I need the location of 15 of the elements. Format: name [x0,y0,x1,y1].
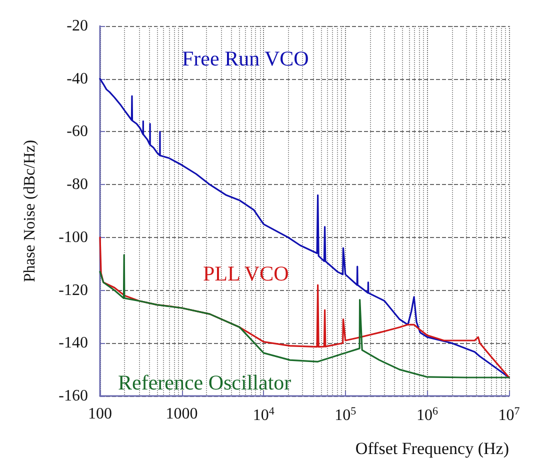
series-label: Reference Oscillator [118,370,292,394]
y-tick-label: -40 [66,70,88,88]
series-label: PLL VCO [203,262,289,286]
y-tick-label: -20 [66,18,88,34]
x-tick-label: 1000 [166,406,198,422]
y-tick-label: -160 [58,388,88,404]
y-axis-title: Phase Noise (dBc/Hz) [22,140,38,282]
y-tick-label: -120 [58,282,88,299]
y-tick-label: -60 [66,123,88,140]
x-axis-title: Offset Frequency (Hz) [355,439,509,458]
y-tick-label: -100 [58,228,88,246]
y-tick-label: -140 [58,334,88,352]
y-tick-label: -80 [66,176,88,194]
x-tick-label: 100 [88,406,112,422]
text: Free Run VCO [182,46,309,70]
